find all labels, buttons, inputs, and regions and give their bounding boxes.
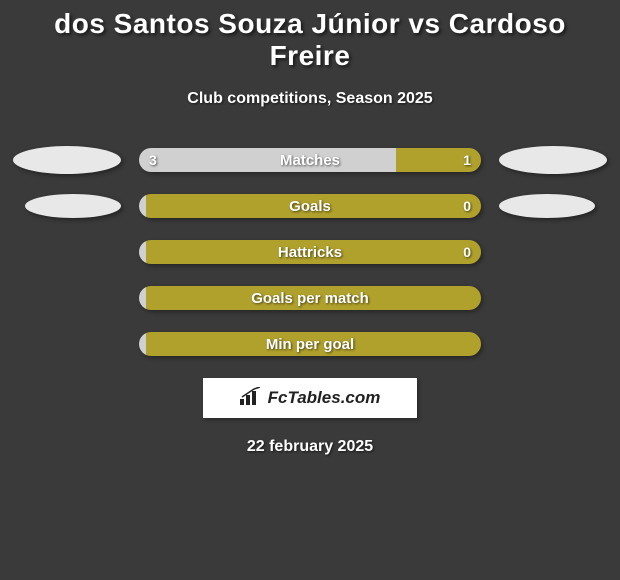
- stat-row: Hattricks0: [0, 240, 620, 264]
- stat-bar-left: [139, 148, 396, 172]
- player-right-marker: [499, 146, 607, 174]
- stat-bar-right: [146, 240, 481, 264]
- player-left-marker: [13, 146, 121, 174]
- stat-bar-right: [146, 194, 481, 218]
- stat-bar: Goals per match: [139, 286, 481, 310]
- date-line: 22 february 2025: [0, 438, 620, 456]
- stat-row: Goals per match: [0, 286, 620, 310]
- stat-row: Goals0: [0, 194, 620, 218]
- stat-row: Matches31: [0, 148, 620, 172]
- brand-icon: [240, 387, 262, 410]
- brand-label: FcTables.com: [268, 388, 381, 408]
- stat-value-right: 0: [463, 240, 471, 264]
- stat-bar-left: [139, 194, 146, 218]
- stat-bar-left: [139, 286, 146, 310]
- stat-bar: Goals0: [139, 194, 481, 218]
- player-left-marker: [25, 194, 121, 218]
- page-subtitle: Club competitions, Season 2025: [0, 90, 620, 108]
- stat-bar-right: [146, 286, 481, 310]
- stat-bar: Matches31: [139, 148, 481, 172]
- stat-bar-left: [139, 240, 146, 264]
- page-title: dos Santos Souza Júnior vs Cardoso Freir…: [0, 8, 620, 72]
- stat-value-right: 0: [463, 194, 471, 218]
- stat-row: Min per goal: [0, 332, 620, 356]
- player-right-marker: [499, 194, 595, 218]
- infographic-container: dos Santos Souza Júnior vs Cardoso Freir…: [0, 0, 620, 456]
- stat-bar: Hattricks0: [139, 240, 481, 264]
- stat-rows: Matches31Goals0Hattricks0Goals per match…: [0, 148, 620, 356]
- stat-value-right: 1: [463, 148, 471, 172]
- stat-bar-left: [139, 332, 146, 356]
- stat-bar: Min per goal: [139, 332, 481, 356]
- stat-bar-right: [146, 332, 481, 356]
- stat-value-left: 3: [149, 148, 157, 172]
- brand-box[interactable]: FcTables.com: [203, 378, 417, 418]
